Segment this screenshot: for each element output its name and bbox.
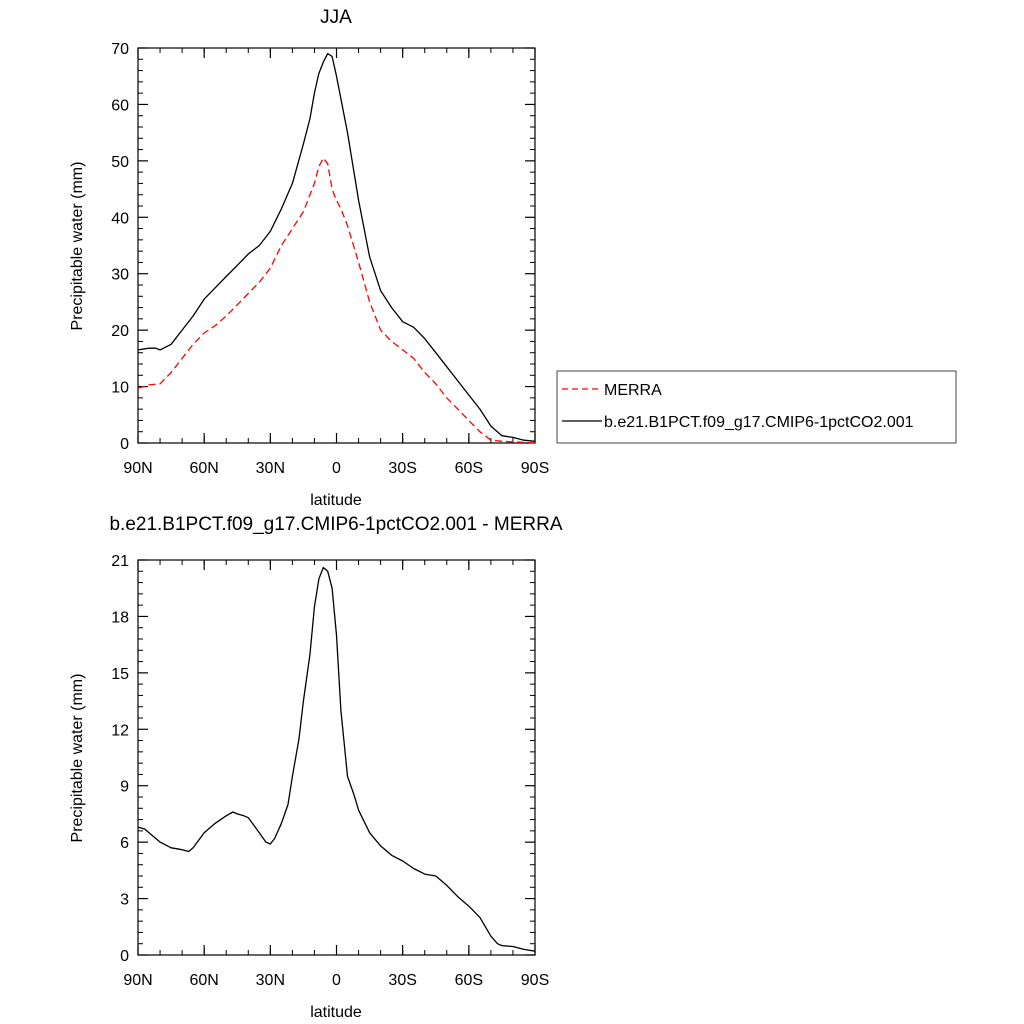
top-chart-y-tick-label: 40 [111,210,129,227]
top-chart-x-tick-label: 60N [189,460,218,477]
top-chart-x-axis-label: latitude [310,492,362,509]
legend-model-label: b.e21.B1PCT.f09_g17.CMIP6-1pctCO2.001 [604,414,914,431]
bottom-chart-x-tick-label: 30N [256,972,285,989]
bottom-chart-y-tick-label: 3 [120,892,129,909]
chart-legend: MERRA b.e21.B1PCT.f09_g17.CMIP6-1pctCO2.… [556,370,957,444]
bottom-chart-y-tick-labels: 0 3 6 9 12 15 18 21 [111,553,129,965]
top-chart-title: JJA [320,7,352,28]
top-chart-y-tick-label: 10 [111,380,129,397]
top-chart-x-tick-label: 30S [388,460,416,477]
top-chart-x-tick-label: 0 [332,460,341,477]
bottom-chart-y-axis-label: Precipitable water (mm) [69,674,86,843]
top-chart-series [137,52,536,444]
top-chart-line-model [137,52,536,442]
bottom-chart-y-tick-label: 0 [120,948,129,965]
bottom-chart-y-tick-label: 18 [111,609,129,626]
bottom-chart-y-tick-label: 15 [111,666,129,683]
top-chart-x-tick-label: 90N [123,460,152,477]
bottom-chart-x-tick-label: 90N [123,972,152,989]
top-chart-x-tick-label: 60S [455,460,483,477]
legend-merra-label: MERRA [604,382,662,399]
top-chart-y-tick-label: 60 [111,97,129,114]
top-chart-ticks [137,47,536,444]
top-chart-y-tick-label: 30 [111,267,129,284]
top-chart-y-tick-label: 50 [111,154,129,171]
bottom-chart-panel: b.e21.B1PCT.f09_g17.CMIP6-1pctCO2.001 - … [69,514,563,1021]
bottom-chart-title: b.e21.B1PCT.f09_g17.CMIP6-1pctCO2.001 - … [109,514,562,535]
top-chart-line-merra [137,157,536,444]
bottom-chart-x-axis-label: latitude [310,1004,362,1021]
bottom-chart-series [137,566,536,952]
bottom-chart-x-tick-label: 60N [189,972,218,989]
bottom-chart-y-tick-label: 6 [120,835,129,852]
top-chart-panel: JJA 90N 60N 30N 0 30S 60S 90S 010203040506070 … [69,7,549,509]
bottom-chart-x-tick-label: 0 [332,972,341,989]
bottom-chart-line-difference [137,566,536,952]
bottom-chart-y-tick-label: 12 [111,722,129,739]
bottom-chart-y-tick-label: 21 [111,553,129,570]
top-chart-y-tick-label: 0 [120,436,129,453]
top-chart-y-tick-labels: 0 10 20 30 40 50 60 70 [111,41,129,453]
bottom-chart-x-tick-label: 60S [455,972,483,989]
bottom-chart-x-tick-label: 30S [388,972,416,989]
top-chart-x-tick-label: 90S [521,460,549,477]
top-chart-y-axis-label: Precipitable water (mm) [69,162,86,331]
top-chart-y-tick-label: 70 [111,41,129,58]
top-chart-x-tick-label: 30N [256,460,285,477]
bottom-chart-x-tick-label: 90S [521,972,549,989]
top-chart-x-tick-labels: 90N 60N 30N 0 30S 60S 90S [123,460,549,477]
bottom-chart-y-tick-label: 9 [120,779,129,796]
top-chart-y-tick-label: 20 [111,323,129,340]
bottom-chart-ticks [137,559,536,956]
legend-box [556,370,957,444]
bottom-chart-x-tick-labels: 90N 60N 30N 0 30S 60S 90S [123,972,549,989]
